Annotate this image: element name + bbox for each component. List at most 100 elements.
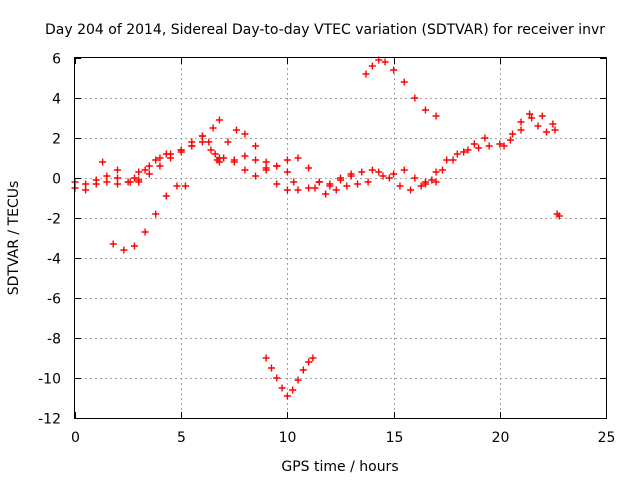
data-point-arc-12 [385, 174, 393, 182]
data-point-arc-12 [438, 166, 446, 174]
data-point-arc-2 [215, 116, 223, 124]
data-point-arc-6 [135, 168, 143, 176]
data-point-arc-5 [156, 162, 164, 170]
data-point-arc-2 [99, 158, 107, 166]
data-point-arc-4 [92, 180, 100, 188]
data-point-arc-13 [528, 114, 536, 122]
data-point-arc-15 [273, 374, 281, 382]
data-point-arc-13 [496, 140, 504, 148]
x-tick-label: 15 [386, 430, 404, 446]
data-point-arc-8 [283, 168, 291, 176]
data-point-arc-6 [188, 142, 196, 150]
data-point-arc-15 [294, 376, 302, 384]
data-point-arc-6 [207, 146, 215, 154]
data-point-arc-8 [294, 186, 302, 194]
y-tick-label: -6 [47, 292, 61, 308]
x-tick-label: 0 [71, 430, 80, 446]
data-point-arc-11 [390, 66, 398, 74]
data-point-arc-12 [396, 182, 404, 190]
data-point-arc-5 [135, 178, 143, 186]
x-tick-label: 25 [598, 430, 616, 446]
data-point-arc-2 [209, 124, 217, 132]
data-point-arc-7 [224, 138, 232, 146]
data-point-arc-7 [283, 156, 291, 164]
data-point-arc-3 [109, 240, 117, 248]
data-point-arc-13 [432, 168, 440, 176]
data-point-arc-5 [290, 178, 298, 186]
data-point-arc-9 [400, 166, 408, 174]
data-point-arc-9 [432, 178, 440, 186]
data-point-arc-12 [417, 182, 425, 190]
data-point-arc-8 [215, 154, 223, 162]
data-point-arc-6 [177, 146, 185, 154]
data-point-arc-11 [362, 70, 370, 78]
data-point-arc-10 [311, 184, 319, 192]
data-point-arc-9 [347, 170, 355, 178]
data-point-arc-10 [353, 180, 361, 188]
data-point-arc-6 [145, 162, 153, 170]
x-tick-label: 10 [279, 430, 297, 446]
data-point-arc-15 [299, 366, 307, 374]
data-point-arc-12 [449, 156, 457, 164]
data-point-arc-7 [232, 126, 240, 134]
data-point-arc-14 [500, 142, 508, 150]
y-tick-label: 2 [52, 132, 61, 148]
data-point-arc-9 [379, 172, 387, 180]
data-point-arc-3 [120, 246, 128, 254]
data-point-arc-10 [332, 186, 340, 194]
data-point-arc-5 [283, 186, 291, 194]
data-point-arc-2 [152, 156, 160, 164]
data-point-arc-11 [368, 62, 376, 70]
data-point-arc-10 [364, 178, 372, 186]
data-point-arc-5 [273, 180, 281, 188]
data-point-arc-16 [555, 212, 563, 220]
data-point-arc-9 [315, 178, 323, 186]
data-point-arc-13 [464, 146, 472, 154]
data-point-arc-12 [428, 176, 436, 184]
data-point-arc-8 [262, 166, 270, 174]
data-point-arc-13 [485, 142, 493, 150]
data-point-arc-6 [198, 138, 206, 146]
data-point-arc-13 [506, 136, 514, 144]
y-tick-label: 0 [52, 172, 61, 188]
x-tick-label: 5 [177, 430, 186, 446]
data-point-arc-5 [145, 170, 153, 178]
data-point-arc-13 [549, 120, 557, 128]
y-tick-label: -12 [38, 412, 61, 428]
data-point-arc-13 [443, 156, 451, 164]
plot-frame [74, 57, 607, 419]
y-tick-label: 4 [52, 92, 61, 108]
data-point-arc-5 [211, 150, 219, 158]
data-point-arc-7 [241, 130, 249, 138]
data-point-arc-15 [305, 358, 313, 366]
data-point-arc-6 [156, 154, 164, 162]
data-point-arc-2 [130, 174, 138, 182]
data-point-arc-1 [82, 180, 90, 188]
y-tick-label: 6 [52, 52, 61, 68]
data-point-arc-15 [289, 386, 297, 394]
data-point-arc-8 [252, 172, 260, 180]
data-point-arc-15 [309, 354, 317, 362]
data-point-arc-9 [368, 166, 376, 174]
data-point-arc-4 [82, 186, 90, 194]
y-tick-labels: -12 -10 -8 -6 -4 -2 0 2 4 6 [38, 52, 61, 428]
data-point-arc-8 [273, 162, 281, 170]
data-point-arc-12 [460, 148, 468, 156]
data-point-arc-14 [543, 128, 551, 136]
data-point-arc-3 [162, 192, 170, 200]
data-point-arc-4 [126, 178, 134, 186]
data-points [71, 56, 563, 400]
data-point-arc-11 [400, 78, 408, 86]
data-point-arc-15 [278, 384, 286, 392]
data-point-arc-2 [141, 166, 149, 174]
data-point-arc-3 [181, 182, 189, 190]
chart-title: Day 204 of 2014, Sidereal Day-to-day VTE… [45, 22, 605, 38]
data-point-arc-9 [390, 170, 398, 178]
data-point-arc-13 [421, 180, 429, 188]
data-point-arc-11 [421, 106, 429, 114]
grid-lines [75, 58, 606, 418]
data-point-arc-4 [103, 178, 111, 186]
axis-ticks [75, 58, 607, 419]
